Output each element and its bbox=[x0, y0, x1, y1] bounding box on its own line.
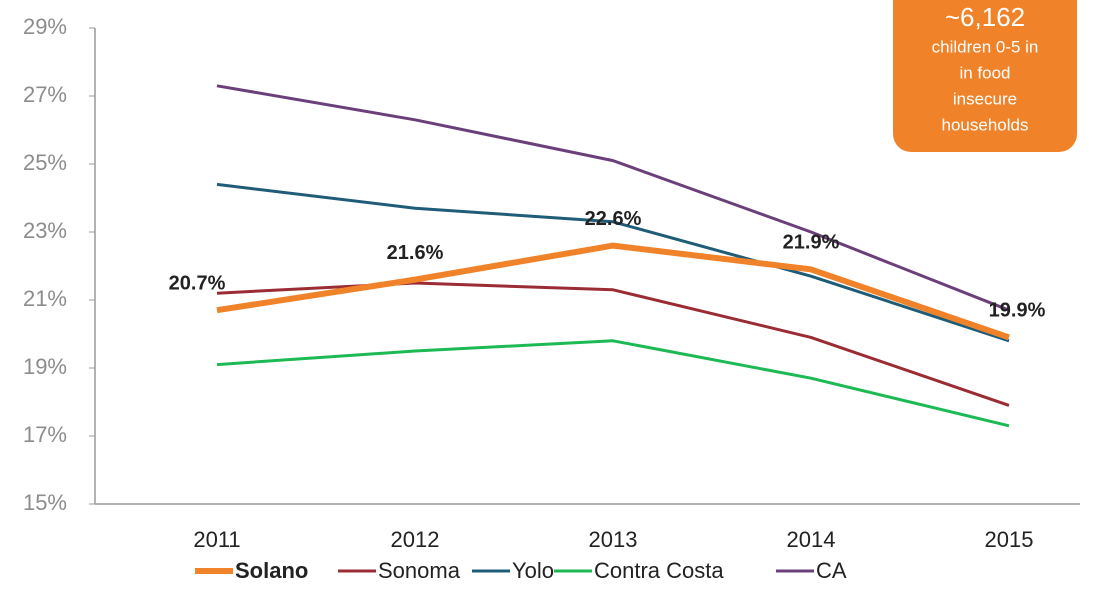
series-line bbox=[216, 339, 1010, 428]
annotation-text: households bbox=[942, 115, 1029, 134]
x-tick-label: 2013 bbox=[589, 527, 638, 552]
data-label: 21.6% bbox=[387, 242, 444, 264]
legend-label: Sonoma bbox=[378, 558, 461, 583]
legend-label: CA bbox=[816, 558, 847, 583]
x-tick-label: 2014 bbox=[787, 527, 836, 552]
y-tick-label: 25% bbox=[23, 150, 67, 175]
y-tick-label: 27% bbox=[23, 82, 67, 107]
series-line bbox=[216, 84, 1010, 312]
y-tick-label: 19% bbox=[23, 354, 67, 379]
x-tick-label: 2011 bbox=[193, 527, 240, 552]
annotation-box bbox=[893, 0, 1077, 152]
series-line bbox=[216, 281, 1010, 407]
data-label: 20.7% bbox=[169, 272, 226, 294]
data-label: 21.9% bbox=[783, 232, 840, 254]
legend-label: Yolo bbox=[512, 558, 554, 583]
legend-label: Solano bbox=[235, 558, 308, 583]
legend-label: Contra Costa bbox=[594, 558, 724, 583]
data-label: 19.9% bbox=[989, 300, 1046, 322]
annotation-text: children 0-5 in bbox=[932, 37, 1039, 56]
data-label: 22.6% bbox=[585, 208, 642, 230]
y-tick-label: 21% bbox=[23, 286, 67, 311]
y-tick-label: 23% bbox=[23, 218, 67, 243]
x-tick-label: 2012 bbox=[391, 527, 440, 552]
series-line bbox=[216, 182, 1010, 343]
annotation-headline: ~6,162 bbox=[945, 2, 1025, 32]
annotation-text: insecure bbox=[953, 89, 1017, 108]
x-tick-label: 2015 bbox=[985, 527, 1034, 552]
y-tick-label: 29% bbox=[23, 14, 67, 39]
annotation-text: in food bbox=[959, 63, 1010, 82]
y-tick-label: 17% bbox=[23, 422, 67, 447]
series-line bbox=[216, 242, 1010, 341]
y-tick-label: 15% bbox=[23, 490, 67, 515]
